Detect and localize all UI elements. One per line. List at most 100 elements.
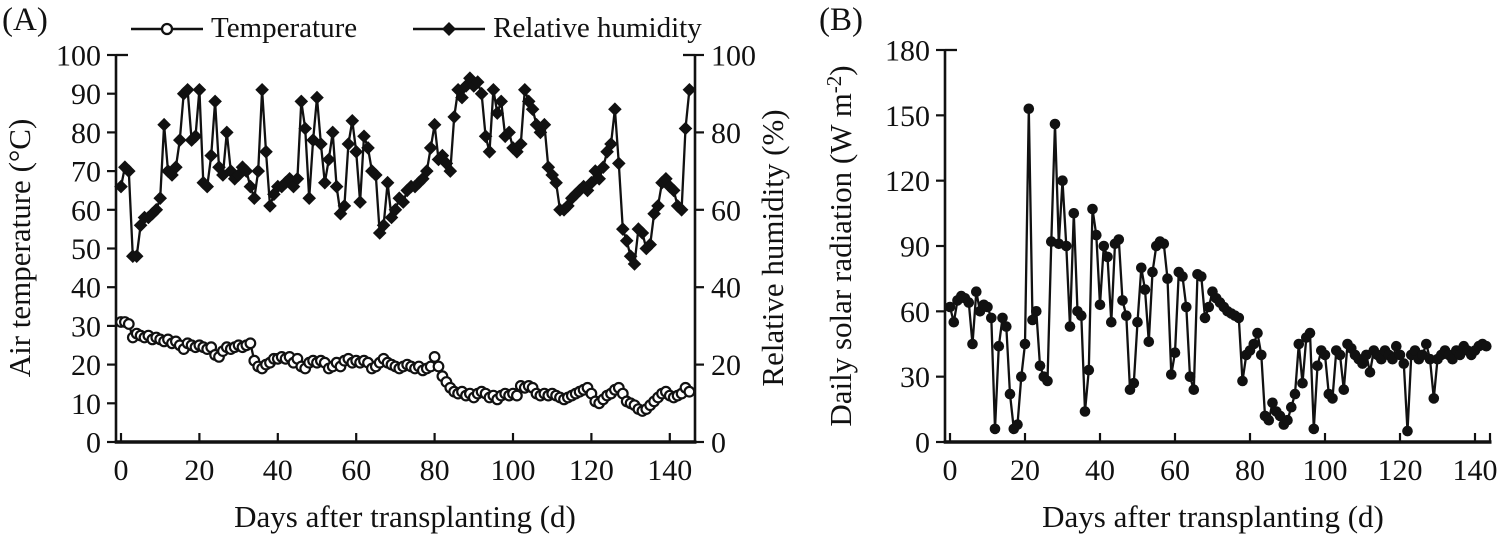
filled-diamond-marker-icon	[369, 168, 383, 182]
filled-circle-marker-icon	[1027, 314, 1038, 326]
x-axis-tick-label: 20	[184, 454, 214, 487]
filled-diamond-marker-icon	[286, 179, 301, 194]
filled-circle-marker-icon	[1181, 301, 1192, 313]
filled-diamond-marker-icon	[298, 121, 312, 136]
filled-diamond-marker-icon	[349, 144, 363, 159]
filled-circle-marker-icon	[1004, 388, 1016, 400]
filled-circle-marker-icon	[989, 423, 1001, 435]
filled-circle-marker-icon	[1304, 327, 1316, 339]
filled-circle-marker-icon	[982, 301, 993, 313]
filled-circle-marker-icon	[1199, 312, 1211, 324]
filled-diamond-marker-icon	[204, 148, 218, 163]
open-circle-marker-icon	[511, 389, 523, 402]
x-axis-tick-label: 140	[647, 454, 692, 487]
filled-diamond-marker-icon	[169, 160, 183, 174]
y-axis-left-tick-label: 0	[86, 427, 101, 460]
filled-circle-marker-icon	[1282, 414, 1293, 426]
filled-diamond-marker-icon	[180, 83, 195, 97]
y-axis-right-tick-label: 20	[711, 349, 741, 382]
legend-item-relative-humidity: Relative humidity	[412, 12, 702, 45]
filled-diamond-marker-icon	[314, 137, 328, 151]
open-circle-icon	[160, 22, 174, 35]
x-axis-tick-label: 40	[1085, 454, 1115, 487]
filled-circle-marker-icon	[1256, 349, 1267, 361]
filled-diamond-marker-icon	[510, 144, 524, 159]
a-y-right-axis-title: Relative humidity (%)	[755, 109, 790, 386]
filled-diamond-marker-icon	[278, 175, 293, 190]
open-circle-marker-icon	[122, 318, 135, 330]
filled-diamond-marker-icon	[345, 114, 360, 128]
filled-circle-marker-icon	[1019, 338, 1031, 350]
filled-diamond-marker-icon	[682, 83, 697, 97]
filled-circle-marker-icon	[944, 301, 956, 313]
filled-circle-marker-icon	[1364, 367, 1376, 378]
filled-diamond-marker-icon	[655, 175, 669, 190]
filled-circle-marker-icon	[1087, 203, 1098, 215]
panel-a-label: (A)	[2, 2, 48, 38]
temperature-legend-marker-icon	[131, 22, 203, 35]
filled-diamond-marker-icon	[494, 94, 508, 109]
b-y-axis-title: Daily solar radiation (W m-2)	[822, 65, 858, 426]
filled-diamond-marker-icon	[420, 164, 434, 178]
filled-circle-marker-icon	[1068, 208, 1080, 219]
legend-item-temperature: Temperature	[130, 12, 357, 45]
filled-circle-marker-icon	[1391, 340, 1402, 352]
filled-circle-marker-icon	[1079, 406, 1091, 417]
y-axis-left-tick-label: 120	[885, 165, 930, 198]
filled-diamond-marker-icon	[506, 141, 520, 155]
filled-circle-marker-icon	[1031, 306, 1042, 317]
y-axis-right-tick-label: 40	[711, 272, 741, 305]
filled-circle-marker-icon	[1293, 338, 1305, 350]
filled-diamond-marker-icon	[549, 175, 563, 190]
filled-circle-marker-icon	[1117, 295, 1128, 306]
filled-circle-marker-icon	[1083, 364, 1095, 376]
filled-diamond-marker-icon	[274, 179, 289, 194]
filled-circle-marker-icon	[1064, 321, 1076, 332]
y-axis-left-tick-label: 80	[71, 117, 101, 150]
b-y-axis-title-superscript: -2	[822, 76, 846, 94]
filled-diamond-marker-icon	[439, 156, 454, 171]
filled-diamond-marker-icon	[200, 179, 214, 194]
filled-diamond-marker-icon	[557, 203, 571, 217]
filled-circle-marker-icon	[1166, 369, 1177, 380]
filled-diamond-marker-icon	[173, 133, 187, 147]
filled-diamond-marker-icon	[502, 125, 516, 140]
open-circle-marker-icon	[432, 360, 445, 373]
filled-diamond-marker-icon	[467, 79, 481, 93]
x-axis-tick-label: 120	[1378, 454, 1423, 487]
filled-diamond-marker-icon	[427, 117, 442, 132]
y-axis-right-tick-label: 60	[711, 194, 741, 227]
filled-circle-marker-icon	[1334, 349, 1346, 361]
filled-circle-marker-icon	[1252, 327, 1263, 339]
x-axis-tick-label: 60	[1160, 454, 1190, 487]
legend-label-temperature: Temperature	[211, 12, 358, 44]
x-axis-tick-label: 40	[263, 454, 293, 487]
filled-circle-marker-icon	[1196, 271, 1207, 282]
filled-circle-marker-icon	[1327, 393, 1338, 404]
y-axis-left-tick-label: 0	[915, 427, 930, 460]
filled-diamond-marker-icon	[463, 71, 477, 85]
filled-circle-marker-icon	[1012, 419, 1023, 430]
filled-diamond-marker-icon	[388, 203, 403, 217]
y-axis-left-tick-label: 40	[71, 272, 101, 305]
panel-a: (A) Temperature Relative humidity Air te…	[2, 2, 790, 535]
filled-diamond-marker-icon	[294, 94, 309, 109]
filled-circle-marker-icon	[1184, 371, 1196, 383]
filled-circle-marker-icon	[1424, 353, 1436, 365]
filled-diamond-marker-icon	[408, 179, 422, 194]
filled-circle-marker-icon	[1188, 384, 1200, 396]
y-axis-left-tick-label: 180	[885, 35, 930, 68]
filled-diamond-marker-icon	[529, 117, 544, 132]
filled-diamond-marker-icon	[357, 129, 371, 144]
filled-diamond-marker-icon	[412, 175, 426, 190]
filled-diamond-marker-icon	[196, 175, 211, 190]
open-circle-marker-icon	[244, 337, 257, 350]
filled-circle-marker-icon	[967, 338, 978, 350]
y-axis-left-tick-label: 50	[71, 233, 101, 266]
x-axis-tick-label: 80	[1235, 454, 1265, 487]
filled-circle-marker-icon	[1203, 301, 1215, 313]
chart-b-svg: Daily solar radiation (W m-2) Days after…	[822, 35, 1498, 535]
x-axis-tick-label: 140	[1453, 454, 1498, 487]
plot-area: 0 10 20 30 40 50 60 70 80 90 100 0 20 40 60 80 100 0 20 40 6…	[56, 40, 756, 488]
